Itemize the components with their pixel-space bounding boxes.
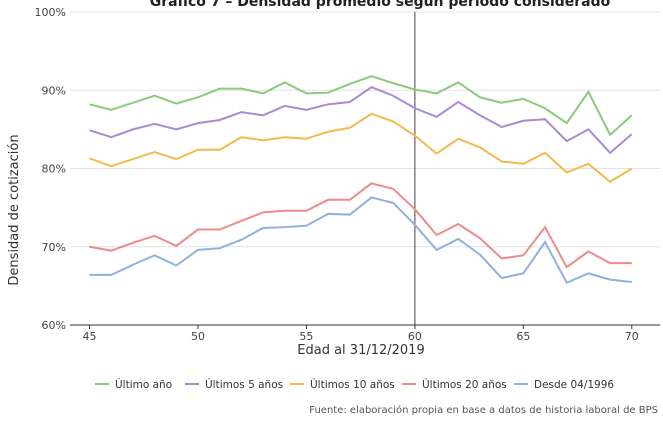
legend-label: Desde 04/1996: [534, 379, 614, 391]
x-tick-label: 70: [625, 330, 639, 343]
legend-label: Últimos 5 años: [205, 378, 283, 391]
legend-item: Últimos 5 años: [185, 378, 283, 391]
y-tick-label: 100%: [35, 6, 66, 19]
series-line: [89, 182, 632, 269]
series-line: [89, 196, 632, 285]
y-axis-label: Densidad de cotización: [7, 134, 22, 285]
legend-item: Últimos 20 años: [402, 378, 507, 391]
y-tick-label: 90%: [42, 84, 66, 97]
legend-item: Últimos 10 años: [290, 378, 395, 391]
series-line: [89, 85, 633, 155]
legend-label: Últimos 10 años: [310, 378, 395, 391]
y-tick-label: 70%: [42, 241, 66, 254]
x-tick-label: 45: [83, 330, 97, 343]
series-line: [89, 75, 633, 137]
x-tick-label: 50: [191, 330, 205, 343]
x-tick-label: 65: [516, 330, 530, 343]
x-axis-label: Edad al 31/12/2019: [297, 343, 424, 358]
source-note: Fuente: elaboración propia en base a dat…: [309, 404, 658, 416]
series-line: [89, 112, 633, 184]
legend-label: Último año: [115, 378, 172, 391]
y-tick-label: 80%: [42, 163, 66, 176]
y-tick-label: 60%: [42, 319, 66, 332]
legend-item: Último año: [95, 378, 172, 391]
chart-title: Gráfico 7 – Densidad promedio según perí…: [150, 0, 611, 10]
x-tick-label: 55: [299, 330, 313, 343]
legend-label: Últimos 20 años: [422, 378, 507, 391]
x-tick-label: 60: [408, 330, 422, 343]
legend-item: Desde 04/1996: [514, 379, 614, 391]
